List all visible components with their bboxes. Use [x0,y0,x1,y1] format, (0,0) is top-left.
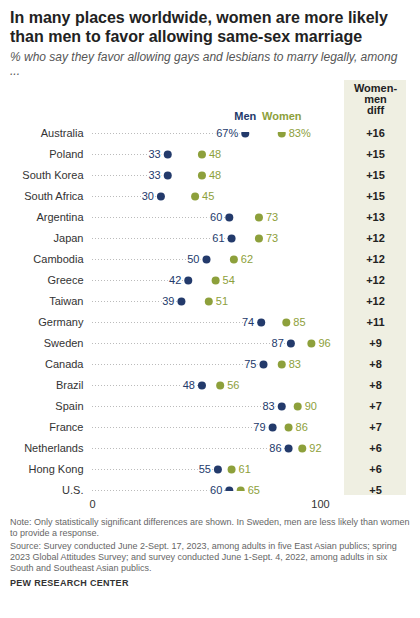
svg-text:France: France [49,421,83,433]
svg-text:85: 85 [293,316,305,328]
svg-text:45: 45 [202,190,214,202]
svg-text:Canada: Canada [45,358,84,370]
html-text:In many places worldwide, wome: In many places worldwide, women are more… [10,9,388,45]
svg-text:Women: Women [262,110,302,122]
svg-text:+16: +16 [366,127,385,139]
svg-text:Poland: Poland [49,148,83,160]
svg-text:60: 60 [210,211,222,223]
html-text:Source: Survey conducted June: Source: Survey conducted June 2-Sept. 17… [10,541,397,573]
svg-text:100: 100 [311,498,329,510]
svg-text:74: 74 [242,316,254,328]
svg-text:51: 51 [216,295,228,307]
svg-text:87: 87 [272,337,284,349]
svg-text:+8: +8 [369,379,382,391]
svg-text:+11: +11 [366,316,384,328]
svg-text:90: 90 [305,400,317,412]
svg-text:+13: +13 [366,211,385,223]
svg-text:+6: +6 [369,463,382,475]
svg-text:48: 48 [209,169,221,181]
svg-text:Japan: Japan [54,232,84,244]
svg-text:+9: +9 [369,337,382,349]
svg-text:South Africa: South Africa [24,190,84,202]
svg-text:60: 60 [210,484,222,496]
svg-text:73: 73 [266,211,278,223]
svg-text:67%: 67% [216,127,238,139]
svg-text:Women-mendiff: Women-mendiff [354,82,398,116]
svg-text:+12: +12 [366,232,385,244]
svg-text:55: 55 [199,463,211,475]
svg-text:South Korea: South Korea [22,169,84,181]
svg-text:56: 56 [227,379,239,391]
svg-text:+12: +12 [366,253,385,265]
svg-text:Netherlands: Netherlands [24,442,84,454]
svg-text:54: 54 [223,274,235,286]
svg-text:+15: +15 [366,169,385,181]
html-text:PEW RESEARCH CENTER: PEW RESEARCH CENTER [10,578,129,588]
svg-text:Sweden: Sweden [44,337,84,349]
svg-text:42: 42 [169,274,181,286]
svg-text:Cambodia: Cambodia [33,253,84,265]
svg-text:+5: +5 [369,484,382,496]
svg-text:65: 65 [248,484,260,496]
svg-text:33: 33 [148,169,160,181]
svg-text:30: 30 [142,190,154,202]
svg-text:86: 86 [296,421,308,433]
svg-text:+15: +15 [366,148,385,160]
svg-text:+12: +12 [366,295,385,307]
svg-text:83%: 83% [289,127,311,139]
svg-text:33: 33 [148,148,160,160]
svg-text:96: 96 [318,337,330,349]
svg-text:48: 48 [183,379,195,391]
svg-text:+15: +15 [366,190,385,202]
svg-text:Taiwan: Taiwan [49,295,83,307]
svg-text:Australia: Australia [41,127,85,139]
svg-text:62: 62 [241,253,253,265]
svg-text:83: 83 [289,358,301,370]
svg-text:+6: +6 [369,442,382,454]
svg-text:Greece: Greece [47,274,83,286]
svg-text:61: 61 [212,232,224,244]
svg-text:Spain: Spain [55,400,83,412]
svg-text:48: 48 [209,148,221,160]
svg-text:79: 79 [253,421,265,433]
svg-text:Men: Men [234,110,256,122]
svg-text:+8: +8 [369,358,382,370]
svg-text:86: 86 [269,442,281,454]
svg-text:83: 83 [262,400,274,412]
svg-text:+12: +12 [366,274,385,286]
svg-text:+7: +7 [369,400,382,412]
svg-text:50: 50 [187,253,199,265]
svg-text:Brazil: Brazil [56,379,84,391]
svg-text:Argentina: Argentina [36,211,84,223]
svg-text:39: 39 [162,295,174,307]
svg-text:0: 0 [89,498,95,510]
html-text:Note: Only statistically signi: Note: Only statistically significant dif… [10,517,410,538]
svg-text:61: 61 [239,463,251,475]
html-text:% who say they favor allowing: % who say they favor allowing gays and l… [10,50,398,78]
svg-text:Germany: Germany [38,316,84,328]
svg-text:Hong Kong: Hong Kong [28,463,83,475]
svg-text:U.S.: U.S. [62,484,83,496]
svg-text:92: 92 [309,442,321,454]
svg-text:73: 73 [266,232,278,244]
svg-text:+7: +7 [369,421,382,433]
svg-text:75: 75 [244,358,256,370]
